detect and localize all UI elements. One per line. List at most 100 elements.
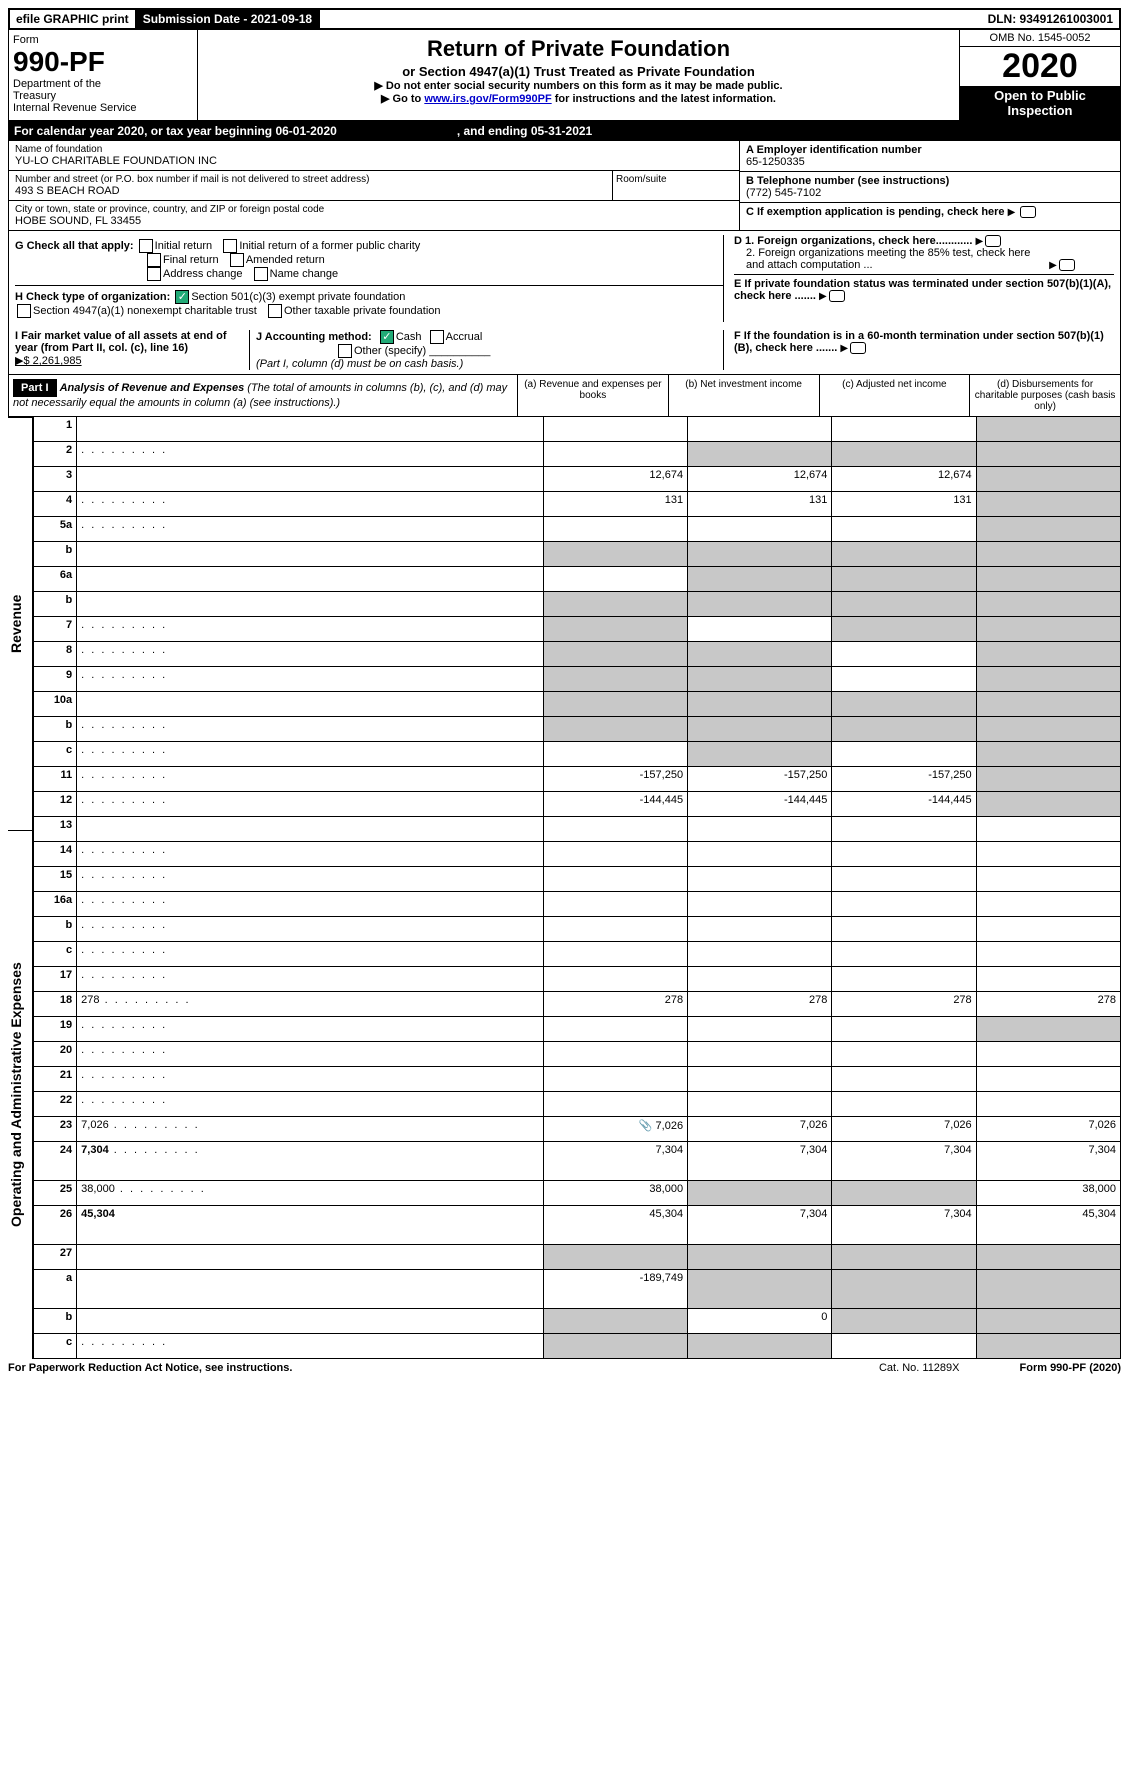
d2-checkbox[interactable] [1059,259,1075,271]
501c3-checkbox[interactable] [175,290,189,304]
table-row: 312,67412,67412,674 [34,467,1121,492]
table-row: 16a [34,892,1121,917]
table-row: 237,026 7,0267,0267,0267,026 [34,1117,1121,1142]
h-label: H Check type of organization: [15,291,170,303]
accrual-checkbox[interactable] [430,330,444,344]
open-to-public: Open to PublicInspection [960,86,1120,120]
identity-block: Name of foundation YU-LO CHARITABLE FOUN… [8,141,1121,231]
table-row: 27 [34,1245,1121,1270]
table-row: 8 [34,642,1121,667]
d1-label: D 1. Foreign organizations, check here..… [734,235,972,247]
f-label: F If the foundation is in a 60-month ter… [734,330,1104,354]
city-state-zip: HOBE SOUND, FL 33455 [15,215,733,227]
dept-2: Treasury [13,90,193,102]
page-footer: For Paperwork Reduction Act Notice, see … [8,1359,1121,1374]
part1-title: Analysis of Revenue and Expenses [60,382,245,394]
paperclip-icon[interactable] [639,1120,653,1132]
table-row: 247,3047,3047,3047,3047,304 [34,1142,1121,1181]
part1-tag: Part I [13,379,57,397]
expenses-label: Operating and Administrative Expenses [8,830,33,1359]
exemption-pending-checkbox[interactable] [1020,206,1036,218]
table-row: c [34,942,1121,967]
table-row: 17 [34,967,1121,992]
ein-label: A Employer identification number [746,144,1114,156]
4947a1-checkbox[interactable] [17,304,31,318]
phone-value: (772) 545-7102 [746,187,1114,199]
j-label: J Accounting method: [256,331,372,343]
phone-label: B Telephone number (see instructions) [746,175,1114,187]
col-d-header: (d) Disbursements for charitable purpose… [969,375,1120,416]
table-row: b0 [34,1309,1121,1334]
col-c-header: (c) Adjusted net income [819,375,970,416]
name-change-checkbox[interactable] [254,267,268,281]
initial-return-former-checkbox[interactable] [223,239,237,253]
table-row: 12-144,445-144,445-144,445 [34,792,1121,817]
tax-year: 2020 [960,47,1120,86]
arrow-icon [1008,206,1018,218]
submission-date: Submission Date - 2021-09-18 [137,10,320,28]
col-a-header: (a) Revenue and expenses per books [517,375,668,416]
table-row: 5a [34,517,1121,542]
address-change-checkbox[interactable] [147,267,161,281]
e-checkbox[interactable] [829,290,845,302]
efile-print-label[interactable]: efile GRAPHIC print [10,10,137,28]
foundation-name: YU-LO CHARITABLE FOUNDATION INC [15,155,733,167]
exemption-pending-label: C If exemption application is pending, c… [746,206,1005,218]
table-row: a-189,749 [34,1270,1121,1309]
paperwork-notice: For Paperwork Reduction Act Notice, see … [8,1362,292,1374]
table-row: 10a [34,692,1121,717]
table-row: 2645,30445,3047,3047,30445,304 [34,1206,1121,1245]
d2-label: 2. Foreign organizations meeting the 85%… [746,247,1046,271]
table-row: 18278278278278278 [34,992,1121,1017]
dln-label: DLN: 93491261003001 [982,10,1119,28]
form-title: Return of Private Foundation [202,36,955,62]
j-note: (Part I, column (d) must be on cash basi… [256,358,463,370]
other-method-checkbox[interactable] [338,344,352,358]
final-return-checkbox[interactable] [147,253,161,267]
table-row: b [34,917,1121,942]
name-label: Name of foundation [15,144,733,155]
top-bar: efile GRAPHIC print Submission Date - 20… [8,8,1121,30]
amended-return-checkbox[interactable] [230,253,244,267]
table-row: 2538,00038,00038,000 [34,1181,1121,1206]
ein-value: 65-1250335 [746,156,1114,168]
revenue-label: Revenue [8,417,33,830]
table-row: 13 [34,817,1121,842]
calendar-year-row: For calendar year 2020, or tax year begi… [8,121,1121,141]
d1-checkbox[interactable] [985,235,1001,247]
table-row: 1 [34,417,1121,442]
g-label: G Check all that apply: [15,240,134,252]
table-row: 20 [34,1042,1121,1067]
dept-1: Department of the [13,78,193,90]
table-row: 22 [34,1092,1121,1117]
table-row: 14 [34,842,1121,867]
omb-number: OMB No. 1545-0052 [960,30,1120,47]
address-label: Number and street (or P.O. box number if… [15,174,606,185]
dept-3: Internal Revenue Service [13,102,193,114]
initial-return-checkbox[interactable] [139,239,153,253]
form-word: Form [13,34,193,46]
instructions-line: ▶ Go to www.irs.gov/Form990PF for instru… [202,92,955,105]
check-sections: G Check all that apply: Initial return I… [8,231,1121,326]
i-j-f-row: I Fair market value of all assets at end… [8,326,1121,375]
table-row: 4131131131 [34,492,1121,517]
table-row: b [34,542,1121,567]
part1-grid: Revenue Operating and Administrative Exp… [8,417,1121,1359]
part1-header: Part I Analysis of Revenue and Expenses … [8,375,1121,417]
room-label: Room/suite [616,174,667,185]
table-row: 6a [34,567,1121,592]
form-header: Form 990-PF Department of the Treasury I… [8,30,1121,121]
cash-checkbox[interactable] [380,330,394,344]
f-checkbox[interactable] [850,342,866,354]
table-row: c [34,1334,1121,1359]
table-row: 19 [34,1017,1121,1042]
i-value: ▶$ 2,261,985 [15,355,82,367]
other-taxable-checkbox[interactable] [268,304,282,318]
form-footer-label: Form 990-PF (2020) [1020,1362,1122,1374]
street-address: 493 S BEACH ROAD [15,185,606,197]
table-row: b [34,592,1121,617]
ssn-warning: ▶ Do not enter social security numbers o… [202,79,955,92]
table-row: 9 [34,667,1121,692]
instructions-link[interactable]: www.irs.gov/Form990PF [424,93,551,105]
form-number: 990-PF [13,46,193,78]
